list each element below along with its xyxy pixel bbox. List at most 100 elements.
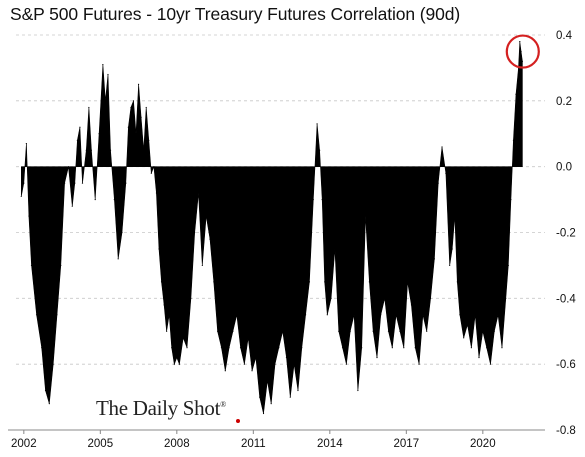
data-point xyxy=(326,314,328,316)
data-point xyxy=(52,363,54,365)
y-tick-label: -0.8 xyxy=(556,425,576,437)
data-point xyxy=(321,198,323,201)
data-point xyxy=(289,396,291,398)
data-point xyxy=(60,264,62,267)
data-point xyxy=(194,231,196,234)
data-point xyxy=(56,314,58,316)
data-point xyxy=(456,281,458,283)
data-point xyxy=(489,363,492,365)
x-tick-label: 2008 xyxy=(164,438,190,450)
data-point xyxy=(71,205,73,207)
data-point xyxy=(143,149,145,151)
data-point xyxy=(247,337,249,339)
data-point xyxy=(182,337,184,339)
data-point xyxy=(94,198,96,201)
data-point xyxy=(137,83,140,85)
data-point xyxy=(497,314,499,316)
data-point xyxy=(376,356,378,359)
data-point xyxy=(150,172,152,174)
data-point xyxy=(372,330,374,332)
data-point xyxy=(176,356,178,359)
data-point xyxy=(429,297,432,299)
data-point xyxy=(155,192,158,194)
data-point xyxy=(239,347,242,349)
data-point xyxy=(173,363,175,365)
highlight-circle xyxy=(505,34,540,69)
data-point xyxy=(384,297,386,299)
data-point xyxy=(127,126,129,128)
data-point xyxy=(312,198,314,201)
data-point xyxy=(353,314,355,316)
data-point xyxy=(160,281,163,283)
data-point xyxy=(251,370,253,372)
data-point xyxy=(76,139,78,141)
data-point xyxy=(168,314,170,316)
data-point xyxy=(28,215,30,217)
y-tick-label: -0.4 xyxy=(556,293,576,305)
data-point xyxy=(486,347,488,349)
data-point xyxy=(341,347,344,349)
data-point xyxy=(357,389,359,392)
data-point xyxy=(349,330,351,332)
data-point xyxy=(521,60,523,62)
data-point xyxy=(459,314,461,316)
data-point xyxy=(88,106,90,109)
watermark-dot xyxy=(236,419,240,423)
data-point xyxy=(209,238,211,240)
data-point xyxy=(44,389,47,392)
data-point xyxy=(205,215,207,217)
data-point xyxy=(297,389,299,392)
data-point xyxy=(107,73,109,76)
x-tick-label: 2005 xyxy=(88,438,114,450)
data-point xyxy=(74,182,76,184)
data-point xyxy=(259,396,261,398)
data-point xyxy=(85,149,87,151)
data-point xyxy=(186,347,188,349)
data-point xyxy=(113,198,115,201)
watermark-logo: The Daily Shot® xyxy=(96,396,226,421)
data-point xyxy=(30,264,33,267)
data-point xyxy=(148,139,150,141)
data-point xyxy=(478,356,480,359)
data-point xyxy=(213,281,215,283)
data-point xyxy=(145,106,147,109)
series-area xyxy=(21,41,523,414)
data-point xyxy=(345,363,347,365)
data-point xyxy=(445,172,447,174)
data-point xyxy=(482,330,484,332)
y-tick-label: -0.6 xyxy=(556,359,576,371)
series-area-group xyxy=(20,40,523,415)
x-tick-label: 2011 xyxy=(241,438,266,450)
data-point xyxy=(399,330,401,332)
x-tick-label: 2002 xyxy=(11,438,37,450)
data-point xyxy=(474,314,476,316)
data-point xyxy=(451,248,453,250)
data-point xyxy=(178,363,180,365)
data-point xyxy=(228,347,230,349)
y-tick-label: 0.2 xyxy=(556,96,572,108)
data-point xyxy=(387,330,390,332)
data-point xyxy=(35,314,38,316)
data-point xyxy=(48,403,50,405)
data-point xyxy=(236,314,238,316)
data-point xyxy=(410,304,413,306)
data-point xyxy=(224,370,226,372)
data-point xyxy=(454,215,456,217)
data-point xyxy=(515,93,517,95)
x-tick-label: 2014 xyxy=(317,438,343,450)
data-point xyxy=(510,198,512,201)
data-point xyxy=(67,166,70,168)
data-point xyxy=(512,139,515,141)
data-point xyxy=(197,192,200,194)
data-point xyxy=(130,106,132,109)
data-point xyxy=(220,347,223,349)
data-point xyxy=(449,264,451,267)
data-point xyxy=(316,123,318,125)
y-tick-label: -0.2 xyxy=(556,228,576,240)
data-point xyxy=(414,347,416,349)
data-point xyxy=(319,149,321,151)
data-point xyxy=(463,337,465,339)
data-point xyxy=(90,149,92,151)
data-point xyxy=(117,258,119,260)
data-point xyxy=(507,264,509,267)
